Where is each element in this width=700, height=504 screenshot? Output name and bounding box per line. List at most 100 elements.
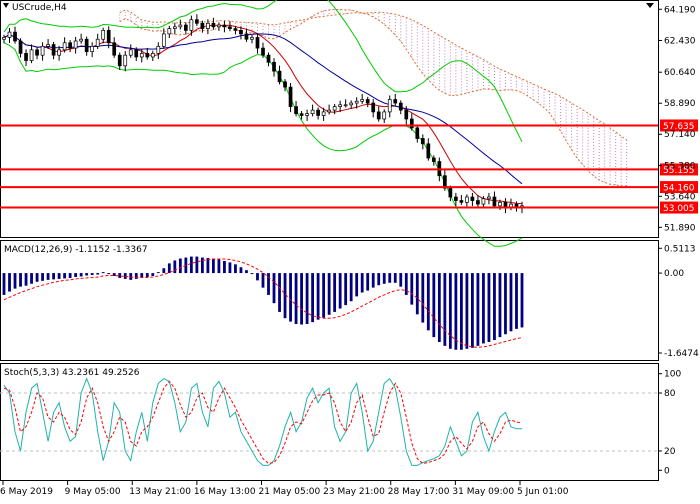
macd-histogram-bar (360, 273, 364, 293)
candle-body (46, 44, 50, 47)
candle-body (145, 53, 150, 58)
macd-histogram-bar (349, 273, 353, 302)
macd-histogram-bar (167, 263, 171, 274)
macd-histogram-bar (8, 273, 11, 292)
macd-histogram-bar (134, 273, 138, 279)
scroll-arrow-icon[interactable] (646, 3, 654, 8)
symbol-label: USCrude,H4 (12, 3, 67, 13)
candle-body (398, 102, 403, 111)
macd-histogram-bar (195, 256, 199, 274)
macd-histogram-bar (228, 262, 232, 274)
candle-body (29, 49, 34, 61)
price-pane[interactable] (0, 0, 658, 247)
candle-body (327, 109, 331, 113)
candle-body (51, 44, 56, 56)
time-tick-label: 5 Jun 01:00 (517, 487, 569, 497)
stoch-pane-frame (0, 363, 659, 481)
macd-histogram-bar (245, 270, 248, 274)
stoch-pane[interactable] (0, 377, 658, 466)
macd-histogram-bar (156, 272, 160, 274)
candle-body (172, 26, 177, 29)
candle-body (206, 22, 210, 29)
candle-body (134, 49, 139, 58)
candle-body (454, 196, 458, 201)
stoch-tick-label: 0 (664, 466, 670, 476)
macd-histogram-bar (471, 273, 474, 348)
macd-histogram-bar (189, 256, 193, 274)
candle-body (211, 22, 216, 28)
macd-histogram-bar (52, 273, 55, 280)
candle-body (476, 200, 480, 205)
macd-histogram-bar (421, 273, 425, 323)
macd-histogram-bar (415, 273, 419, 315)
candle-body (459, 200, 464, 203)
macd-tick-label: -1.6474 (664, 349, 699, 359)
macd-histogram-bar (57, 273, 61, 279)
macd-histogram-bar (371, 273, 375, 288)
macd-histogram-bar (63, 273, 67, 279)
macd-pane-frame (0, 240, 659, 361)
macd-histogram-bar (85, 273, 89, 276)
price-tick-label: 58.890 (664, 99, 696, 109)
macd-histogram-bar (101, 272, 105, 274)
macd-histogram-bar (239, 267, 243, 274)
macd-title: MACD(12,26,9) -1.1152 -1.3367 (4, 245, 148, 255)
time-tick-label: 16 May 13:00 (194, 487, 256, 497)
time-tick-label: 28 May 17:00 (388, 487, 450, 497)
macd-histogram-bar (46, 273, 50, 280)
candle-body (487, 196, 491, 200)
macd-histogram-bar (493, 273, 496, 341)
candle-body (481, 198, 486, 205)
macd-histogram-bar (289, 273, 292, 322)
macd-histogram-bar (173, 260, 177, 274)
candle-body (250, 37, 254, 40)
macd-histogram-bar (388, 273, 392, 283)
candle-body (90, 45, 95, 52)
macd-histogram-bar (482, 273, 485, 344)
candle-body (13, 31, 17, 42)
macd-histogram-bar (410, 273, 414, 305)
candle-body (178, 24, 183, 28)
candle-body (409, 118, 414, 129)
macd-histogram-bar (123, 273, 127, 279)
macd-histogram-bar (300, 273, 303, 325)
level-tag (660, 163, 698, 176)
level-tag-label: 53.005 (663, 204, 695, 214)
macd-histogram-bar (145, 273, 149, 277)
stoch-main-line (3, 377, 522, 466)
macd-histogram-bar (520, 273, 524, 328)
level-tag (660, 201, 698, 214)
candle-body (195, 19, 199, 24)
candle-body (343, 104, 348, 107)
macd-histogram-bar (234, 264, 237, 274)
macd-histogram-bar (151, 273, 155, 276)
macd-pane[interactable] (2, 256, 524, 350)
macd-tick-label: 0.5113 (664, 244, 696, 254)
candle-body (393, 99, 398, 104)
time-tick-label: 23 May 21:00 (323, 487, 385, 497)
price-tick-label: 60.640 (664, 68, 696, 78)
candle-body (294, 106, 298, 115)
macd-histogram-bar (465, 273, 469, 349)
macd-histogram-bar (35, 273, 39, 282)
macd-histogram-bar (206, 258, 210, 274)
candle-body (316, 109, 320, 116)
macd-histogram-bar (305, 273, 309, 325)
price-tick-label: 55.380 (664, 161, 696, 171)
candle-body (222, 24, 227, 28)
macd-histogram-bar (90, 273, 94, 276)
axis-labels: 57.635 55.155 54.160 53.005 64.190 62.430 60.6… (0, 5, 699, 497)
candle-body (139, 53, 144, 58)
candle-body (217, 24, 221, 28)
candle-body (261, 47, 265, 56)
macd-histogram-bar (448, 273, 452, 349)
symbol-title: USCrude,H4 (3, 3, 67, 13)
candle-body (470, 196, 475, 201)
macd-histogram-bar (393, 273, 397, 283)
macd-histogram-bar (212, 258, 215, 274)
candle-body (156, 45, 161, 54)
price-tick-label: 53.640 (664, 192, 696, 202)
macd-histogram-bar (24, 273, 28, 286)
